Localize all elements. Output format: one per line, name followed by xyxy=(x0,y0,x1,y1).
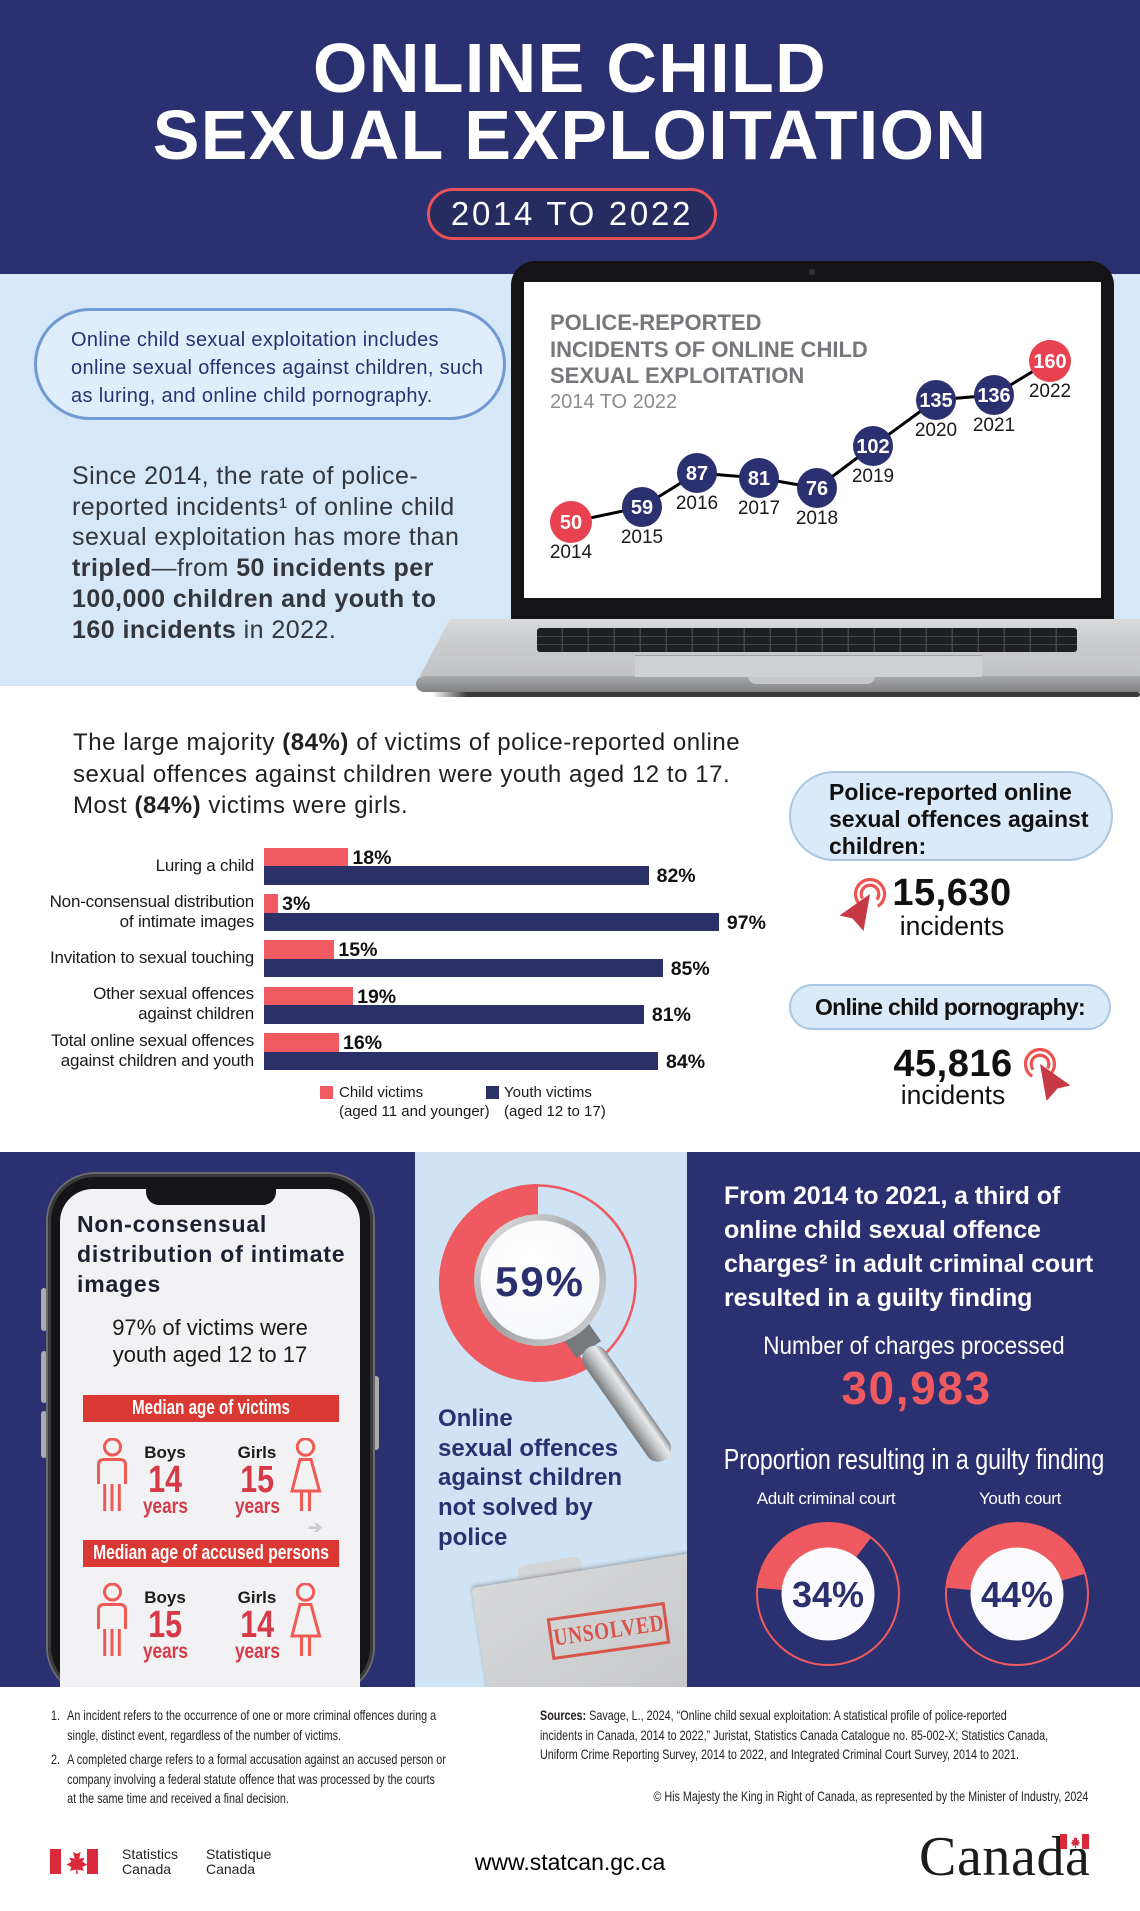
svg-text:102: 102 xyxy=(856,436,889,458)
svg-text:50: 50 xyxy=(560,512,582,534)
svg-text:2014: 2014 xyxy=(550,542,593,563)
svg-text:2020: 2020 xyxy=(915,420,957,441)
svg-text:2021: 2021 xyxy=(973,415,1015,436)
svg-text:59%: 59% xyxy=(495,1258,585,1305)
svg-text:2019: 2019 xyxy=(852,466,894,487)
svg-text:2022: 2022 xyxy=(1029,381,1071,402)
svg-text:34%: 34% xyxy=(792,1574,864,1615)
svg-text:2018: 2018 xyxy=(796,508,838,529)
svg-text:87: 87 xyxy=(686,463,708,485)
svg-text:2017: 2017 xyxy=(738,498,780,519)
svg-text:2016: 2016 xyxy=(676,493,718,514)
svg-text:81: 81 xyxy=(748,468,770,490)
svg-text:59: 59 xyxy=(631,497,653,519)
svg-text:44%: 44% xyxy=(981,1574,1053,1615)
svg-text:76: 76 xyxy=(806,478,828,500)
svg-text:2015: 2015 xyxy=(621,527,663,548)
svg-text:135: 135 xyxy=(919,390,952,412)
svg-text:160: 160 xyxy=(1033,351,1066,373)
svg-text:136: 136 xyxy=(977,385,1010,407)
